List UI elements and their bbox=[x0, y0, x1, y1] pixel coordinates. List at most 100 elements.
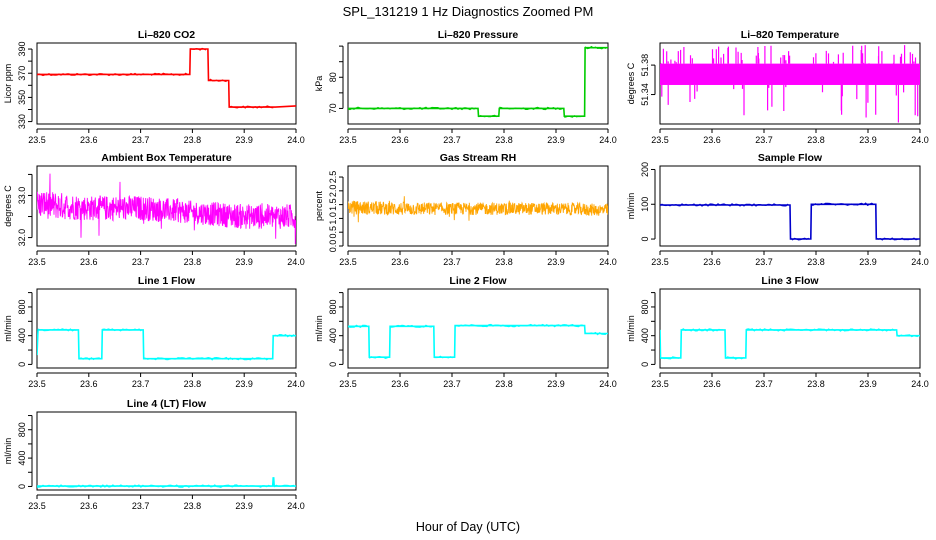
y-tick-label: 0 bbox=[640, 362, 650, 367]
y-tick-label: 400 bbox=[17, 328, 27, 343]
y-tick-label: 370 bbox=[17, 66, 27, 81]
panel-title: Line 1 Flow bbox=[138, 275, 196, 287]
series-line bbox=[660, 203, 920, 240]
y-axis-label: ml/min bbox=[626, 193, 636, 220]
series-noise bbox=[348, 196, 608, 223]
x-tick-label: 23.8 bbox=[184, 379, 202, 389]
x-tick-label: 23.9 bbox=[235, 501, 253, 511]
y-tick-label: 800 bbox=[17, 422, 27, 437]
x-tick-label: 23.9 bbox=[547, 135, 565, 145]
x-tick-label: 23.5 bbox=[28, 501, 46, 511]
panel-line4: Line 4 (LT) Flow 23.5 23.6 23.7 23.8 23.9 24.0… bbox=[3, 398, 305, 511]
plot-box bbox=[347, 288, 609, 369]
panel-title: Gas Stream RH bbox=[440, 152, 516, 164]
x-tick-label: 23.7 bbox=[755, 379, 773, 389]
x-tick-label: 23.7 bbox=[443, 379, 461, 389]
panel-title: Sample Flow bbox=[758, 152, 823, 164]
x-tick-label: 23.8 bbox=[807, 379, 825, 389]
x-tick-label: 23.6 bbox=[703, 379, 721, 389]
x-tick-label: 23.8 bbox=[184, 135, 202, 145]
series-line bbox=[348, 324, 608, 358]
y-axis-label: degrees C bbox=[3, 185, 13, 227]
panel-line2: Line 2 Flow 23.5 23.6 23.7 23.8 23.9 24.0 0 400 8… bbox=[314, 275, 617, 389]
y-tick-label: 2.5 bbox=[328, 171, 338, 184]
data-layer bbox=[348, 323, 608, 359]
panel-title: Line 2 Flow bbox=[449, 275, 507, 287]
x-tick-label: 23.5 bbox=[651, 257, 669, 267]
y-tick-label: 400 bbox=[17, 451, 27, 466]
y-tick-label: 2.0 bbox=[328, 185, 338, 198]
series-line-texture bbox=[37, 328, 295, 361]
plot-box bbox=[659, 165, 921, 247]
x-tick-label: 23.6 bbox=[391, 135, 409, 145]
panel-sample: Sample Flow 23.5 23.6 23.7 23.8 23.9 24.0 0 100 2… bbox=[626, 152, 929, 267]
plot-box bbox=[36, 42, 297, 125]
x-tick-label: 23.9 bbox=[235, 379, 253, 389]
y-tick-label: 51.34 bbox=[640, 83, 650, 106]
x-tick-label: 23.9 bbox=[859, 257, 877, 267]
y-tick-label: 0.5 bbox=[328, 226, 338, 239]
series-band bbox=[660, 63, 920, 85]
series-line bbox=[37, 477, 296, 487]
x-tick-label: 23.9 bbox=[859, 135, 877, 145]
x-tick-label: 23.7 bbox=[443, 257, 461, 267]
y-tick-label: 0 bbox=[328, 362, 338, 367]
y-tick-label: 33.0 bbox=[17, 187, 27, 205]
x-tick-label: 23.9 bbox=[547, 257, 565, 267]
x-tick-label: 23.7 bbox=[132, 257, 150, 267]
series-line-texture bbox=[37, 484, 295, 488]
series-noise bbox=[37, 173, 296, 245]
y-tick-label: 350 bbox=[17, 90, 27, 105]
y-tick-label: 80 bbox=[328, 72, 338, 82]
panel-line1: Line 1 Flow 23.5 23.6 23.7 23.8 23.9 24.0 0 400 8… bbox=[3, 275, 305, 389]
figure-title: SPL_131219 1 Hz Diagnostics Zoomed PM bbox=[343, 4, 594, 19]
y-tick-label: 0.0 bbox=[328, 240, 338, 253]
x-tick-label: 23.5 bbox=[651, 379, 669, 389]
x-tick-label: 23.5 bbox=[28, 257, 46, 267]
x-tick-label: 23.7 bbox=[755, 257, 773, 267]
x-tick-label: 23.9 bbox=[235, 135, 253, 145]
x-tick-label: 23.8 bbox=[807, 135, 825, 145]
x-tick-label: 23.6 bbox=[80, 257, 98, 267]
figure-xlabel: Hour of Day (UTC) bbox=[416, 520, 520, 534]
y-tick-label: 0 bbox=[17, 362, 27, 367]
series-line-texture bbox=[660, 202, 919, 241]
data-layer bbox=[348, 196, 608, 223]
y-tick-label: 100 bbox=[640, 197, 650, 212]
x-tick-label: 24.0 bbox=[911, 257, 929, 267]
panel-title: Li–820 Pressure bbox=[438, 29, 519, 41]
y-axis-label: ml/min bbox=[3, 315, 13, 342]
panel-title: Li–820 CO2 bbox=[138, 29, 195, 41]
series-line-texture bbox=[37, 47, 274, 109]
x-tick-label: 23.7 bbox=[755, 135, 773, 145]
x-tick-label: 23.7 bbox=[132, 135, 150, 145]
x-tick-label: 23.6 bbox=[80, 135, 98, 145]
x-tick-label: 23.6 bbox=[80, 379, 98, 389]
x-tick-label: 23.8 bbox=[807, 257, 825, 267]
y-axis-label: percent bbox=[314, 190, 324, 221]
series-line-texture bbox=[660, 328, 919, 360]
data-layer bbox=[37, 477, 296, 488]
x-tick-label: 24.0 bbox=[911, 379, 929, 389]
x-tick-label: 23.7 bbox=[132, 501, 150, 511]
x-tick-label: 23.8 bbox=[495, 257, 513, 267]
y-tick-label: 1.0 bbox=[328, 212, 338, 225]
y-axis-label: ml/min bbox=[314, 315, 324, 342]
series-line bbox=[37, 329, 296, 360]
y-tick-label: 51.38 bbox=[640, 54, 650, 77]
y-tick-label: 800 bbox=[328, 299, 338, 314]
panel-title: Ambient Box Temperature bbox=[101, 152, 232, 164]
panel-title: Li–820 Temperature bbox=[741, 29, 840, 41]
y-tick-label: 70 bbox=[328, 103, 338, 113]
x-tick-label: 23.5 bbox=[339, 379, 357, 389]
y-axis-label: degrees C bbox=[626, 62, 636, 104]
x-tick-label: 24.0 bbox=[287, 501, 305, 511]
panel-pressure: Li–820 Pressure 23.5 23.6 23.7 23.8 23.9 24.0 7… bbox=[314, 29, 617, 145]
x-tick-label: 23.6 bbox=[80, 501, 98, 511]
x-tick-label: 24.0 bbox=[287, 135, 305, 145]
series-line-texture bbox=[348, 45, 607, 118]
x-tick-label: 24.0 bbox=[599, 379, 617, 389]
plot-box bbox=[36, 288, 297, 369]
x-tick-label: 23.8 bbox=[495, 379, 513, 389]
